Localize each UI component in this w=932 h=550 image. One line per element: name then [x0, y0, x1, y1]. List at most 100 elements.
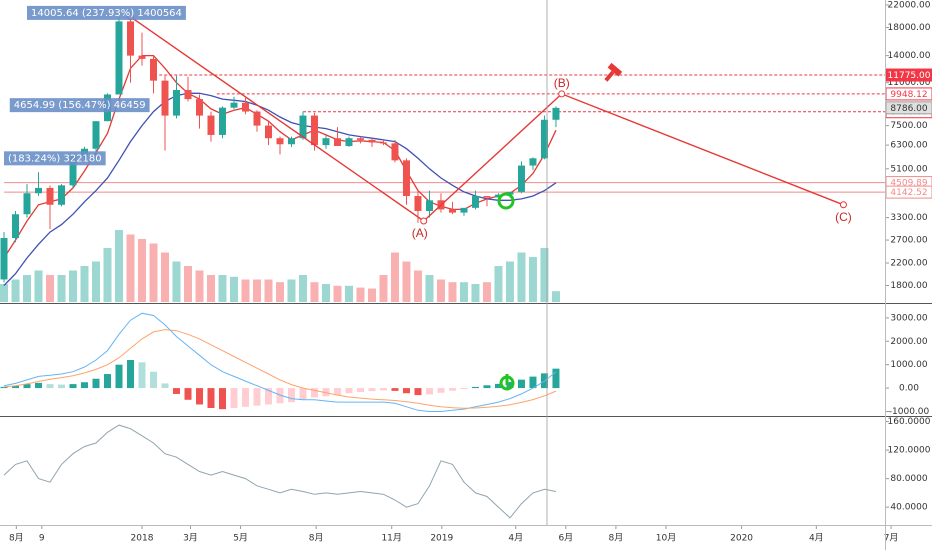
level-price-label: 4142.52: [890, 188, 927, 198]
hammer-icon[interactable]: [601, 62, 623, 85]
macd-histogram-bar: [379, 388, 387, 391]
macd-histogram-bar: [218, 388, 226, 410]
candle-body: [414, 196, 422, 211]
volume-bar: [448, 282, 457, 302]
candle-body: [172, 90, 180, 116]
x-tick-label: 5月: [233, 533, 248, 544]
candle-body: [241, 102, 249, 112]
x-tick-label: 8月: [309, 533, 324, 544]
x-tick-label: 8月: [609, 533, 624, 544]
volume-bar: [195, 270, 204, 302]
y-tick-label: 0.00: [899, 384, 919, 394]
y-tick-label: 1800.00: [890, 281, 927, 291]
candle-body: [287, 138, 295, 145]
x-tick-label: 11月: [381, 533, 401, 544]
candle-body: [184, 90, 192, 100]
candle-body: [379, 142, 387, 144]
candle-body: [333, 138, 341, 147]
macd-histogram-bar: [402, 388, 410, 394]
candle-body: [161, 80, 169, 116]
x-tick-label: 4月: [508, 533, 523, 544]
macd-histogram-bar: [391, 388, 399, 391]
candle-body: [310, 115, 318, 146]
candle-body: [115, 21, 123, 95]
macd-histogram-bar: [58, 384, 66, 389]
volume-bar: [540, 248, 549, 302]
candle-body: [483, 196, 491, 198]
candle-body: [230, 102, 238, 108]
macd-histogram-bar: [529, 376, 537, 389]
x-tick-label: 8月: [9, 533, 24, 544]
volume-bar: [149, 243, 158, 302]
macd-histogram-bar: [127, 360, 135, 389]
y-tick-label: 18000.00: [888, 23, 931, 33]
macd-histogram-bar: [356, 388, 364, 393]
volume-bar: [160, 252, 169, 302]
y-tick-label: 11000.00: [888, 78, 931, 88]
macd-histogram-bar: [23, 384, 31, 389]
macd-histogram-bar: [287, 388, 295, 403]
alert-circle[interactable]: [497, 192, 515, 210]
y-tick-label: 2000.00: [890, 337, 927, 347]
annotation-box: [4, 151, 106, 166]
volume-bar: [333, 285, 342, 302]
macd-histogram-bar: [69, 384, 77, 389]
y-tick-label: 1000.00: [890, 360, 927, 370]
volume-bar: [413, 270, 422, 302]
volume-bar: [206, 275, 215, 302]
signal-line: [3, 329, 557, 409]
y-tick-label: 2700.00: [890, 236, 927, 246]
candle-body: [425, 200, 433, 211]
macd-histogram-bar: [161, 383, 169, 389]
oscillator-line: [3, 424, 557, 519]
last-price-label: 8786.00: [890, 104, 927, 114]
candle-body: [345, 138, 353, 147]
volume-bar: [126, 234, 135, 302]
macd-histogram-bar: [448, 388, 456, 391]
macd-histogram-bar: [460, 388, 468, 390]
macd-histogram-bar: [425, 388, 433, 395]
candle-body: [35, 187, 43, 194]
volume-bar: [229, 276, 238, 302]
wave-label: (B): [554, 76, 570, 90]
macd-histogram-bar: [149, 371, 157, 389]
macd-histogram-bar: [172, 388, 180, 394]
volume-bar: [402, 261, 411, 302]
macd-histogram-bar: [230, 388, 238, 408]
candle-body: [207, 115, 215, 135]
wave-point: [420, 217, 428, 225]
candle-body: [58, 185, 66, 205]
macd-histogram-bar: [264, 388, 272, 405]
y-tick-label: 120.0000: [888, 446, 931, 456]
macd-histogram-bar: [241, 388, 249, 407]
volume-bar: [46, 275, 55, 302]
candle-body: [69, 156, 77, 186]
wave-point: [558, 90, 566, 98]
annotation-label: 4654.99 (156.47%) 46459: [14, 100, 146, 111]
macd-histogram-bar: [552, 368, 560, 389]
volume-bar: [183, 266, 192, 302]
x-tick-label: 9: [39, 534, 45, 544]
volume-bar: [252, 279, 261, 302]
candle-body: [92, 121, 100, 149]
macd-histogram-bar: [92, 378, 100, 389]
level-price-label: 4509.89: [890, 179, 927, 189]
wave-point: [839, 201, 847, 209]
macd-histogram-bar: [437, 388, 445, 393]
candle-body: [322, 138, 330, 146]
macd-histogram-bar: [471, 386, 479, 389]
hammer-handle: [604, 70, 615, 82]
candle-body: [368, 139, 376, 143]
macd-histogram-bar: [35, 382, 43, 389]
volume-bar: [505, 261, 514, 302]
volume-bar: [138, 239, 146, 302]
x-tick-label: 4月: [809, 533, 824, 544]
y-tick-label: 7500.00: [890, 121, 927, 131]
y-tick-label: 2200.00: [890, 259, 927, 269]
candle-body: [12, 214, 20, 239]
candle-body: [448, 209, 456, 213]
volume-bar: [321, 284, 330, 302]
candle-body: [46, 187, 54, 205]
volume-bar: [494, 266, 503, 302]
y-tick-label: 3300.00: [890, 213, 927, 223]
